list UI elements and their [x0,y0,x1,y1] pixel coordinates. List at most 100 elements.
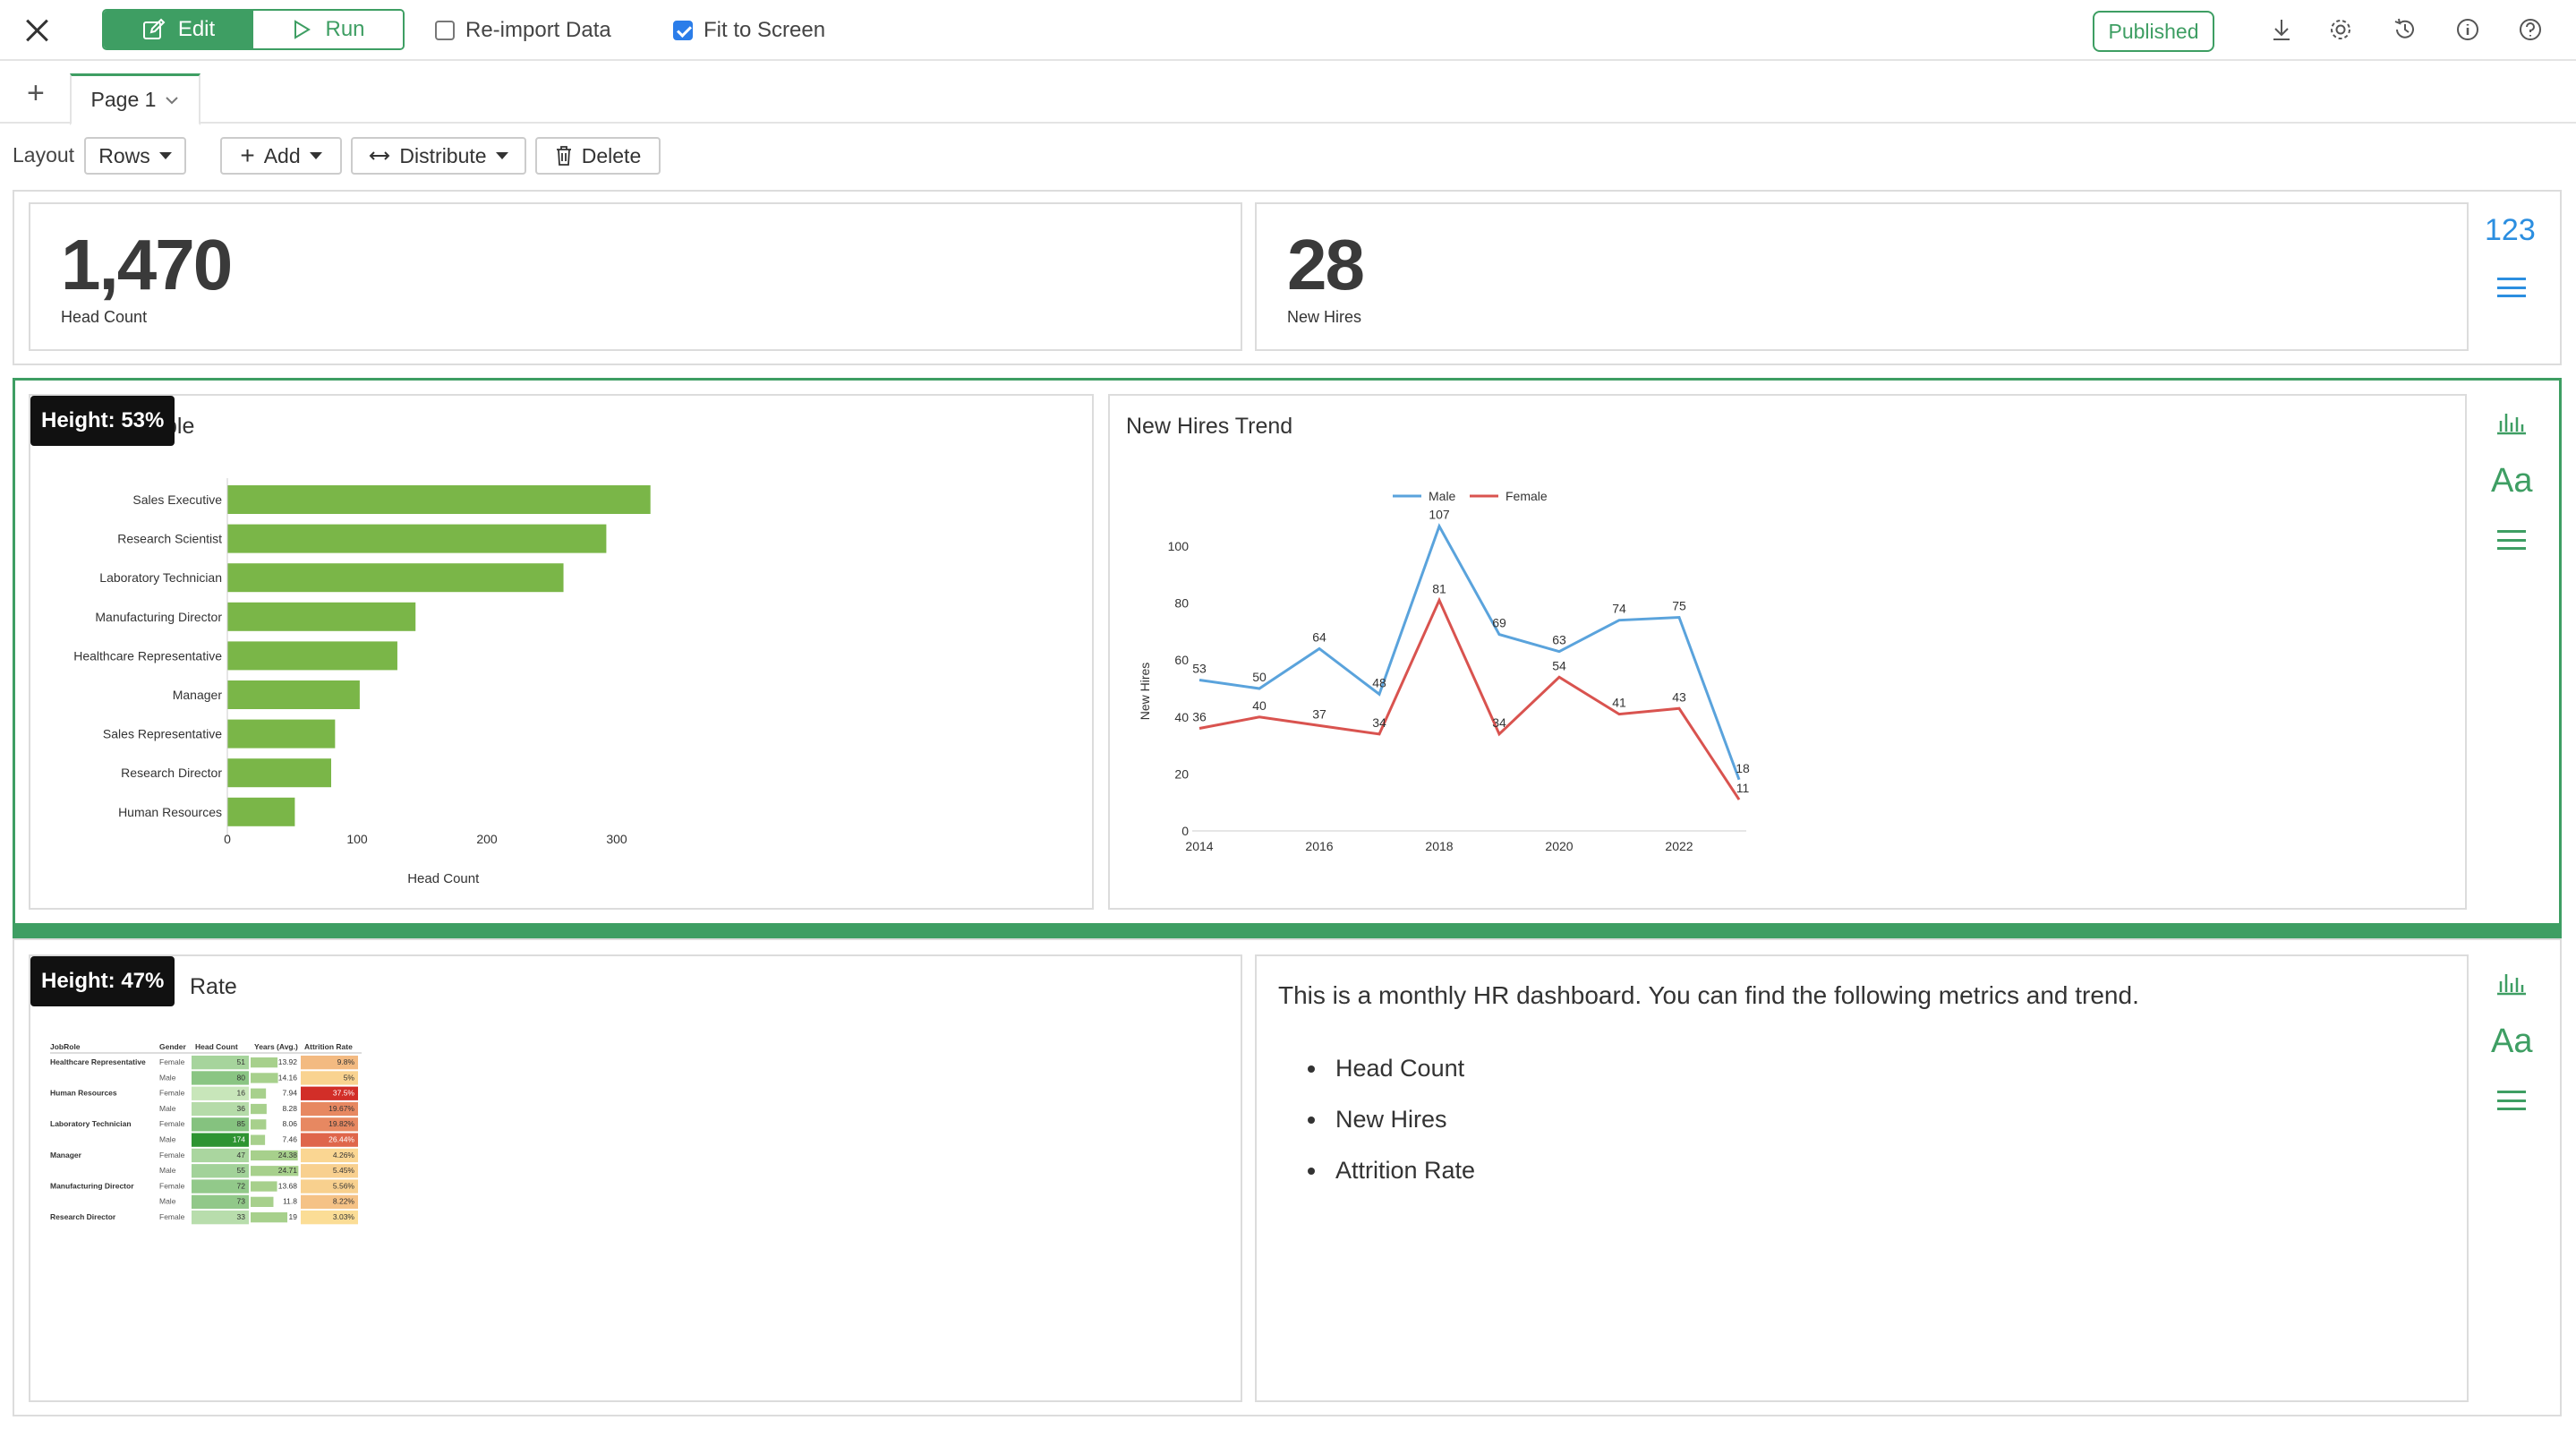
row-label: Human Resources [50,1089,117,1098]
years-cell: 7.46 [282,1135,297,1144]
layout-rows-dropdown[interactable]: Rows [84,137,186,175]
data-label: 11 [1736,781,1750,795]
help-icon[interactable] [2517,16,2544,43]
y-tick-label: Sales Executive [132,492,222,507]
head-count-cell: 73 [237,1197,246,1206]
row-label: Healthcare Representative [50,1057,146,1066]
run-button[interactable]: Run [253,11,403,48]
attrition-cell-bg [301,1148,358,1163]
head-count-cell-bg [192,1164,249,1178]
y-tick-label: Laboratory Technician [99,570,222,585]
kpi-card-new-hires[interactable]: 28 New Hires [1255,202,2469,351]
row-label: Research Director [50,1212,116,1221]
row-label: Manufacturing Director [50,1181,134,1190]
head-count-cell-bg [192,1071,249,1085]
row-resize-handle[interactable] [13,924,2562,938]
info-icon[interactable] [2454,16,2481,43]
years-cell: 13.92 [278,1057,298,1066]
y-tick-label: Manager [173,688,223,702]
text-intro: This is a monthly HR dashboard. You can … [1278,981,2139,1009]
years-bar [251,1134,266,1145]
years-bar [251,1150,298,1161]
number-type-button[interactable]: 123 [2485,213,2536,247]
distribute-label: Distribute [399,143,487,167]
bar-7 [227,758,331,788]
x-tick-label: 2022 [1665,839,1693,853]
gender-cell: Female [159,1212,185,1221]
plus-icon: + [240,141,255,169]
head-count-cell-bg [192,1148,249,1163]
tab-page-1[interactable]: Page 1 [70,73,200,125]
head-count-cell: 55 [237,1166,246,1175]
bar-3 [227,602,416,631]
bar-chart-card[interactable]: ble Sales Executive Research Scientist Lab… [29,394,1094,910]
table-text-row[interactable] [13,938,2562,1416]
list-item: Attrition Rate [1328,1157,1475,1185]
line-chart: Male Female 0 20 40 60 80 100 2014 2016 2018 2020 20… [1138,489,1750,853]
kpi-row[interactable] [13,190,2562,365]
data-label: 107 [1429,508,1450,522]
attrition-cell: 5% [344,1073,355,1082]
layout-toolbar: Layout Rows + Add Distribute Delete [0,125,2576,188]
data-label: 75 [1672,599,1686,613]
text-format-icon[interactable]: Aa [2491,462,2533,500]
line-chart-card[interactable]: New Hires Trend Male Female 0 20 40 60 80 100 20… [1108,394,2467,910]
data-label: 53 [1192,661,1207,675]
y-tick-label: Healthcare Representative [73,648,222,663]
x-tick-label: 200 [476,832,498,846]
y-tick-label: 0 [1181,824,1189,838]
data-label: 34 [1372,715,1386,730]
head-count-cell: 174 [233,1135,245,1144]
data-label: 50 [1252,670,1267,684]
head-count-cell-bg [192,1211,249,1225]
legend-label: Male [1429,489,1456,503]
fit-to-screen-checkbox[interactable]: Fit to Screen [673,18,825,43]
chevron-down-icon[interactable] [165,95,179,106]
bar-chart-icon[interactable] [2495,969,2528,996]
reimport-checkbox-box[interactable] [435,21,455,40]
add-label: Add [263,143,301,167]
fit-to-screen-label: Fit to Screen [704,18,826,42]
x-axis-label: Head Count [407,871,480,886]
bar-chart-icon[interactable] [2495,408,2528,435]
attrition-cell: 37.5% [333,1089,355,1098]
text-card[interactable]: This is a monthly HR dashboard. You can … [1255,954,2469,1402]
bar-5 [227,680,360,709]
menu-icon[interactable] [2497,530,2526,550]
head-count-cell-bg [192,1086,249,1100]
history-icon[interactable] [2392,16,2418,43]
edit-label: Edit [177,17,216,41]
y-tick-label: Research Director [121,766,222,780]
download-icon[interactable] [2268,16,2295,43]
caret-down-icon [309,152,322,159]
menu-icon[interactable] [2497,278,2526,297]
attrition-cell-bg [301,1194,358,1209]
x-tick-label: 2018 [1425,839,1453,853]
pivot-table-card[interactable]: Rate JobRole Gender Head Count Years (Avg.)… [29,954,1242,1402]
distribute-button[interactable]: Distribute [351,137,526,175]
gear-icon[interactable] [2327,16,2354,43]
menu-icon[interactable] [2497,1091,2526,1110]
data-label: 34 [1492,715,1506,730]
kpi-label: New Hires [1287,308,1362,326]
page-tabs: + Page 1 [0,63,2576,125]
caret-down-icon [495,152,508,159]
close-icon[interactable] [25,18,50,43]
years-bar [251,1212,288,1223]
attrition-cell-bg [301,1101,358,1117]
attrition-cell: 5.45% [333,1166,355,1175]
reimport-checkbox[interactable]: Re-import Data [435,18,611,43]
published-button[interactable]: Published [2093,11,2214,52]
attrition-cell-bg [301,1211,358,1225]
kpi-card-head-count[interactable]: 1,470 Head Count [29,202,1242,351]
delete-button[interactable]: Delete [535,137,661,175]
years-bar [251,1119,267,1130]
legend-label: Female [1506,489,1548,503]
text-format-icon[interactable]: Aa [2491,1023,2533,1060]
attrition-cell: 8.22% [333,1197,355,1206]
edit-button[interactable]: Edit [104,11,253,48]
add-page-button[interactable]: + [27,76,45,110]
arrows-horizontal-icon [370,151,390,160]
add-button[interactable]: + Add [220,137,342,175]
fit-to-screen-checkbox-box[interactable] [673,21,693,40]
